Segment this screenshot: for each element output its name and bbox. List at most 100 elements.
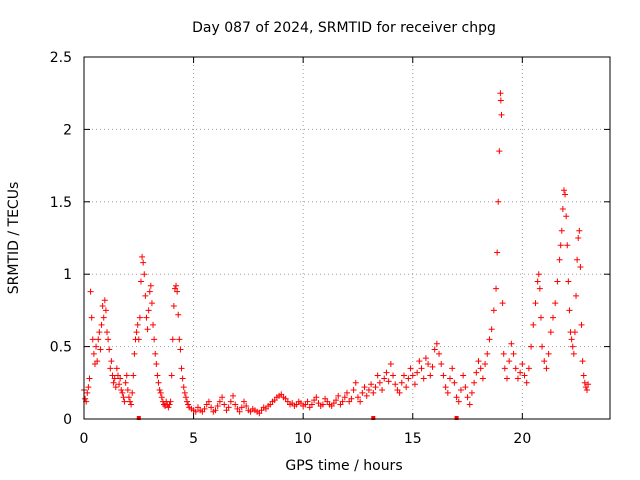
data-point bbox=[170, 303, 177, 310]
data-point bbox=[490, 307, 497, 314]
data-point bbox=[352, 379, 359, 386]
data-point bbox=[145, 307, 152, 314]
chart-title: Day 087 of 2024, SRMTID for receiver chp… bbox=[192, 20, 496, 36]
data-point bbox=[238, 404, 245, 411]
data-point bbox=[510, 350, 517, 357]
data-point bbox=[85, 384, 92, 391]
data-point bbox=[385, 378, 392, 385]
data-point bbox=[447, 375, 454, 382]
data-point bbox=[405, 375, 412, 382]
data-point bbox=[175, 311, 182, 318]
data-point bbox=[521, 372, 528, 379]
data-point bbox=[576, 227, 583, 234]
data-point bbox=[573, 292, 580, 299]
x-tick-label: 5 bbox=[189, 431, 198, 447]
data-point bbox=[425, 360, 432, 367]
data-point bbox=[142, 292, 149, 299]
data-point bbox=[212, 407, 219, 414]
data-point bbox=[501, 365, 508, 372]
y-tick-label: 0 bbox=[63, 412, 72, 428]
data-point bbox=[354, 394, 361, 401]
data-point bbox=[436, 350, 443, 357]
data-point bbox=[192, 408, 199, 415]
data-point bbox=[214, 402, 221, 409]
data-point bbox=[537, 314, 544, 321]
axis-ticks: 0 5 10 15 20 0 0.5 1 1.5 2 2.5 bbox=[50, 50, 610, 447]
data-point bbox=[137, 278, 144, 285]
data-point bbox=[418, 365, 425, 372]
data-point bbox=[243, 402, 250, 409]
data-point bbox=[534, 278, 541, 285]
y-tick-label: 2 bbox=[63, 122, 72, 138]
data-point bbox=[363, 392, 370, 399]
data-point bbox=[559, 206, 566, 213]
data-point bbox=[135, 336, 142, 343]
data-point bbox=[113, 365, 120, 372]
grid bbox=[84, 57, 610, 419]
data-point bbox=[554, 278, 561, 285]
data-point bbox=[117, 375, 124, 382]
data-point bbox=[495, 198, 502, 205]
y-tick-label: 0.5 bbox=[50, 340, 72, 356]
data-point bbox=[112, 384, 119, 391]
data-point bbox=[140, 259, 147, 266]
data-point bbox=[392, 381, 399, 388]
data-point bbox=[123, 372, 130, 379]
data-point bbox=[176, 336, 183, 343]
data-point bbox=[541, 358, 548, 365]
data-point bbox=[90, 350, 97, 357]
data-point bbox=[545, 350, 552, 357]
data-point bbox=[562, 191, 569, 198]
data-point bbox=[570, 350, 577, 357]
data-point bbox=[143, 314, 150, 321]
data-point bbox=[361, 384, 368, 391]
data-point bbox=[147, 282, 154, 289]
x-tick-label: 20 bbox=[513, 431, 531, 447]
data-point bbox=[543, 365, 550, 372]
data-point bbox=[166, 401, 173, 408]
data-point bbox=[333, 397, 340, 404]
data-point bbox=[514, 375, 521, 382]
data-point bbox=[141, 271, 148, 278]
data-point bbox=[122, 379, 129, 386]
data-point bbox=[348, 395, 355, 402]
data-point bbox=[144, 326, 151, 333]
data-point bbox=[471, 379, 478, 386]
data-point bbox=[455, 398, 462, 405]
y-tick-label: 1 bbox=[63, 267, 72, 283]
data-point bbox=[578, 321, 585, 328]
data-point bbox=[185, 401, 192, 408]
data-point bbox=[464, 394, 471, 401]
data-point bbox=[409, 372, 416, 379]
data-point bbox=[153, 360, 160, 367]
data-point bbox=[124, 387, 131, 394]
data-point bbox=[497, 97, 504, 104]
data-point bbox=[150, 321, 157, 328]
data-point bbox=[219, 394, 226, 401]
data-point bbox=[128, 401, 135, 408]
data-point bbox=[111, 375, 118, 382]
data-point bbox=[462, 384, 469, 391]
data-point bbox=[499, 300, 506, 307]
data-point bbox=[97, 346, 104, 353]
data-point bbox=[179, 375, 186, 382]
data-point bbox=[396, 389, 403, 396]
data-point bbox=[574, 256, 581, 263]
data-point bbox=[173, 282, 180, 289]
data-point bbox=[528, 343, 535, 350]
data-point bbox=[359, 389, 366, 396]
data-point bbox=[174, 288, 181, 295]
data-point bbox=[532, 300, 539, 307]
data-point bbox=[102, 307, 109, 314]
data-point bbox=[525, 365, 532, 372]
data-point bbox=[550, 314, 557, 321]
data-point bbox=[89, 336, 96, 343]
gap-markers bbox=[136, 416, 459, 420]
data-point bbox=[403, 384, 410, 391]
data-point bbox=[304, 398, 311, 405]
data-point bbox=[438, 360, 445, 367]
data-point bbox=[563, 213, 570, 220]
data-point bbox=[129, 389, 136, 396]
data-point bbox=[457, 387, 464, 394]
data-point bbox=[482, 360, 489, 367]
